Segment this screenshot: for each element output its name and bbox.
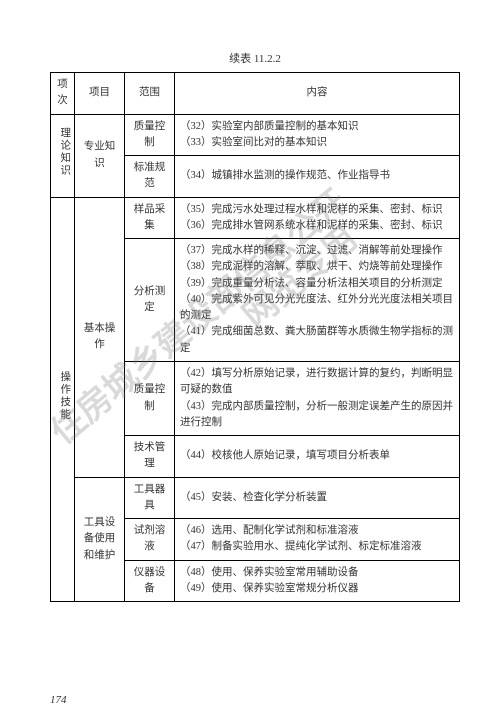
content-cell: （44）校核他人原始记录，填写项目分析表单	[175, 436, 460, 478]
header-cell: 项次	[51, 73, 75, 115]
content-cell: （46）选用、配制化学试剂和标准溶液（47）制备实验用水、提纯化学试剂、标定标准…	[175, 519, 460, 561]
level2-cell: 基本操作	[75, 197, 125, 477]
header-cell: 内容	[175, 73, 460, 115]
scope-cell: 工具器具	[125, 477, 175, 519]
content-cell: （45）安装、检查化学分析装置	[175, 477, 460, 519]
scope-cell: 样品采集	[125, 197, 175, 239]
scope-cell: 分析测定	[125, 239, 175, 362]
content-cell: （32）实验室内部质量控制的基本知识（33）实验室间比对的基本知识	[175, 114, 460, 156]
content-cell: （37）完成水样的稀释、沉淀、过滤、消解等前处理操作（38）完成泥样的溶解、萃取…	[175, 239, 460, 362]
level1-cell: 理论知识	[51, 114, 75, 197]
header-cell: 项目	[75, 73, 125, 115]
content-cell: （34）城镇排水监测的操作规范、作业指导书	[175, 156, 460, 198]
scope-cell: 仪器设备	[125, 560, 175, 602]
table-caption: 续表 11.2.2	[50, 50, 460, 66]
content-cell: （35）完成污水处理过程水样和泥样的采集、密封、标识（36）完成排水管网系统水样…	[175, 197, 460, 239]
content-table: 项次项目范围内容理论知识专业知识质量控制（32）实验室内部质量控制的基本知识（3…	[50, 72, 460, 602]
level1-cell: 操作技能	[51, 197, 75, 602]
content-cell: （42）填写分析原始记录，进行数据计算的复约，判断明显可疑的数值（43）完成内部…	[175, 361, 460, 435]
scope-cell: 标准规范	[125, 156, 175, 198]
level2-cell: 专业知识	[75, 114, 125, 197]
scope-cell: 技术管理	[125, 436, 175, 478]
scope-cell: 质量控制	[125, 114, 175, 156]
content-cell: （48）使用、保养实验室常用辅助设备（49）使用、保养实验室常规分析仪器	[175, 560, 460, 602]
header-cell: 范围	[125, 73, 175, 115]
level2-cell: 工具设备使用和维护	[75, 477, 125, 602]
scope-cell: 试剂溶液	[125, 519, 175, 561]
page-number: 174	[50, 694, 67, 706]
scope-cell: 质量控制	[125, 361, 175, 435]
